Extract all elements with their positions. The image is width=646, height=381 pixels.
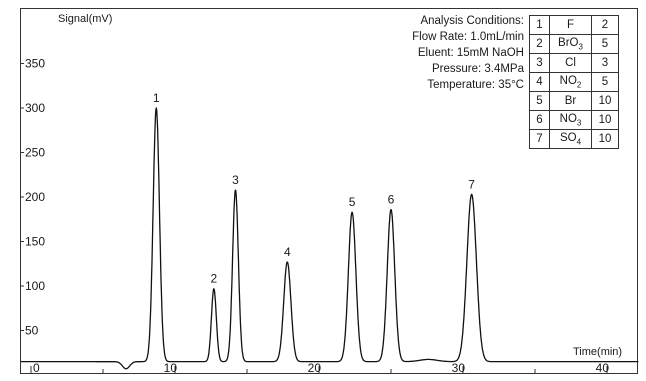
ion-table-row: 7 SO4 10 bbox=[529, 129, 619, 149]
peak-number-cell: 4 bbox=[529, 72, 550, 92]
y-tick-label: 50 bbox=[25, 324, 39, 338]
ion-name-cell: BrO3 bbox=[549, 34, 592, 54]
ion-table-row: 4 NO2 5 bbox=[529, 72, 619, 92]
concentration-cell: 10 bbox=[591, 129, 619, 149]
x-tick-label: 10 bbox=[164, 361, 178, 375]
peak-label: 7 bbox=[468, 177, 475, 191]
x-tick-label: 20 bbox=[308, 361, 322, 375]
peak-number-cell: 3 bbox=[529, 53, 550, 73]
ion-table-row: 5 Br 10 bbox=[529, 91, 619, 111]
ion-table: 1 F 2 2 BrO3 5 3 Cl 3 4 NO2 5 5 Br 10 6 NO3 10 7 SO4 10 bbox=[529, 15, 619, 149]
y-tick-label: 300 bbox=[25, 101, 45, 115]
y-axis-label: Signal(mV) bbox=[58, 13, 112, 25]
conditions-title: Analysis Conditions: bbox=[420, 15, 524, 27]
chromatogram-trace bbox=[20, 107, 639, 370]
ion-name-cell: Cl bbox=[549, 53, 592, 73]
peak-label: 2 bbox=[211, 272, 218, 286]
concentration-cell: 5 bbox=[591, 34, 619, 54]
x-tick-label: 40 bbox=[596, 361, 610, 375]
x-tick-label: 0 bbox=[33, 361, 40, 375]
peak-label: 5 bbox=[349, 195, 356, 209]
axes: 50 100 150 200 250 300 350 0 10 20 30 40 bbox=[20, 57, 610, 375]
y-tick-label: 250 bbox=[25, 146, 45, 160]
ion-table-row: 3 Cl 3 bbox=[529, 53, 619, 73]
y-tick-label: 200 bbox=[25, 190, 45, 204]
peak-label: 1 bbox=[153, 91, 160, 105]
peak-label: 6 bbox=[388, 192, 395, 206]
peak-number-cell: 1 bbox=[529, 15, 550, 35]
peak-number-cell: 7 bbox=[529, 129, 550, 149]
condition-pressure: Pressure: 3.4MPa bbox=[431, 63, 524, 75]
ion-name-cell: NO2 bbox=[549, 72, 592, 92]
peak-number-cell: 5 bbox=[529, 91, 550, 111]
peak-label: 4 bbox=[284, 245, 291, 259]
x-tick-label: 30 bbox=[452, 361, 466, 375]
ion-table-row: 2 BrO3 5 bbox=[529, 34, 619, 54]
concentration-cell: 10 bbox=[591, 110, 619, 130]
x-axis-label: Time(min) bbox=[573, 346, 622, 358]
concentration-cell: 2 bbox=[591, 15, 619, 35]
ion-name-cell: F bbox=[549, 15, 592, 35]
peak-label: 3 bbox=[232, 173, 239, 187]
y-tick-label: 150 bbox=[25, 235, 45, 249]
peak-labels: 1 2 3 4 5 6 7 bbox=[153, 91, 475, 286]
ion-name-cell: SO4 bbox=[549, 129, 592, 149]
ion-name-cell: Br bbox=[549, 91, 592, 111]
y-tick-label: 350 bbox=[25, 57, 45, 71]
peak-number-cell: 2 bbox=[529, 34, 550, 54]
analysis-conditions: Analysis Conditions: Flow Rate: 1.0mL/mi… bbox=[372, 13, 524, 93]
condition-eluent: Eluent: 15mM NaOH bbox=[417, 47, 524, 59]
concentration-cell: 3 bbox=[591, 53, 619, 73]
peak-number-cell: 6 bbox=[529, 110, 550, 130]
concentration-cell: 5 bbox=[591, 72, 619, 92]
ion-table-row: 6 NO3 10 bbox=[529, 110, 619, 130]
condition-temperature: Temperature: 35°C bbox=[427, 79, 524, 91]
y-tick-label: 100 bbox=[25, 279, 45, 293]
chart-border bbox=[20, 8, 638, 374]
condition-flow-rate: Flow Rate: 1.0mL/min bbox=[412, 31, 524, 43]
ion-name-cell: NO3 bbox=[549, 110, 592, 130]
concentration-cell: 10 bbox=[591, 91, 619, 111]
